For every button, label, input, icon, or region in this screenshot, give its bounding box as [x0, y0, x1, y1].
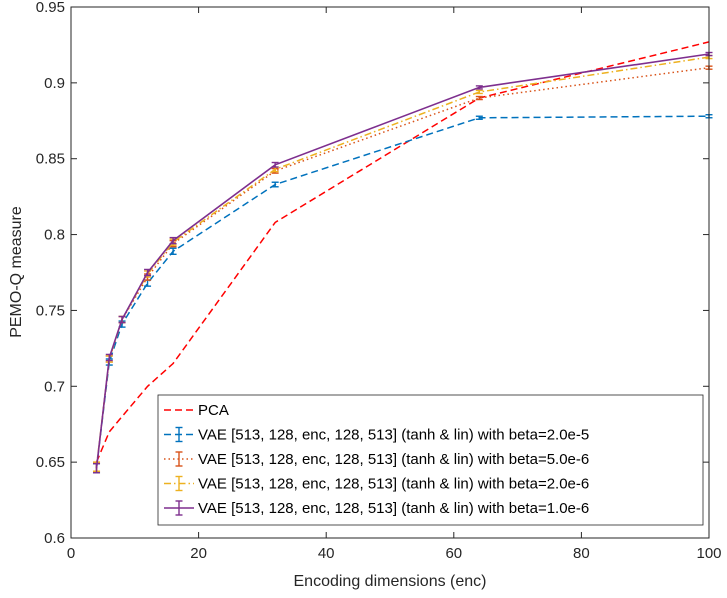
error-bar [475, 115, 483, 120]
axes-box [70, 6, 710, 539]
error-bar [475, 85, 483, 90]
legend-entry: VAE [513, 128, enc, 128, 513] (tanh & li… [164, 451, 589, 468]
x-tick-label: 20 [190, 545, 207, 562]
error-bar [93, 462, 101, 474]
legend-label: VAE [513, 128, enc, 128, 513] (tanh & li… [198, 476, 589, 493]
y-tick-label: 0.6 [44, 530, 65, 547]
legend-box [157, 394, 704, 526]
error-bar [271, 181, 279, 188]
x-axis-label: Encoding dimensions (enc) [294, 573, 487, 590]
legend-label: VAE [513, 128, enc, 128, 513] (tanh & li… [198, 427, 589, 444]
x-tick-label: 100 [696, 545, 721, 562]
legend: PCA VAE [513, 128, enc, 128, 513] (tanh &… [157, 394, 704, 526]
error-bar [475, 89, 483, 95]
error-bar [105, 353, 113, 362]
error-bar [118, 315, 126, 324]
error-bar [169, 247, 177, 255]
series-lines [93, 41, 713, 474]
y-tick-label: 0.95 [36, 0, 65, 16]
legend-label: PCA [198, 402, 229, 419]
x-tick-label: 60 [445, 545, 462, 562]
legend-entry: PCA [164, 402, 229, 419]
error-bar [144, 268, 152, 277]
x-tick-label: 40 [318, 545, 335, 562]
series-line-5 [95, 53, 710, 469]
legend-label: VAE [513, 128, enc, 128, 513] (tanh & li… [198, 500, 589, 517]
y-tick-label: 0.65 [36, 454, 65, 471]
error-bar [475, 95, 483, 101]
legend-entry: VAE [513, 128, enc, 128, 513] (tanh & li… [164, 476, 589, 493]
x-tick-label: 0 [67, 545, 75, 562]
y-tick-label: 0.8 [44, 227, 65, 244]
y-tick-label: 0.9 [44, 75, 65, 92]
legend-entry: VAE [513, 128, enc, 128, 513] (tanh & li… [164, 427, 589, 444]
y-tick-label: 0.85 [36, 151, 65, 168]
legend-label: VAE [513, 128, enc, 128, 513] (tanh & li… [198, 451, 589, 468]
series-line-4 [95, 56, 710, 467]
series-line-1 [95, 41, 710, 463]
y-axis-label: PEMO-Q measure [8, 206, 25, 338]
error-bar [271, 161, 279, 168]
y-tick-label: 0.7 [44, 378, 65, 395]
error-bar [169, 236, 177, 245]
y-tick-label: 0.75 [36, 302, 65, 319]
x-tick-label: 80 [573, 545, 590, 562]
axis-ticks: 0 20 40 60 80 100 0.6 0.65 0.7 0.75 0.8 0.85 0.9 0.95 [36, 0, 722, 562]
legend-entry: VAE [513, 128, enc, 128, 513] (tanh & li… [164, 500, 589, 517]
